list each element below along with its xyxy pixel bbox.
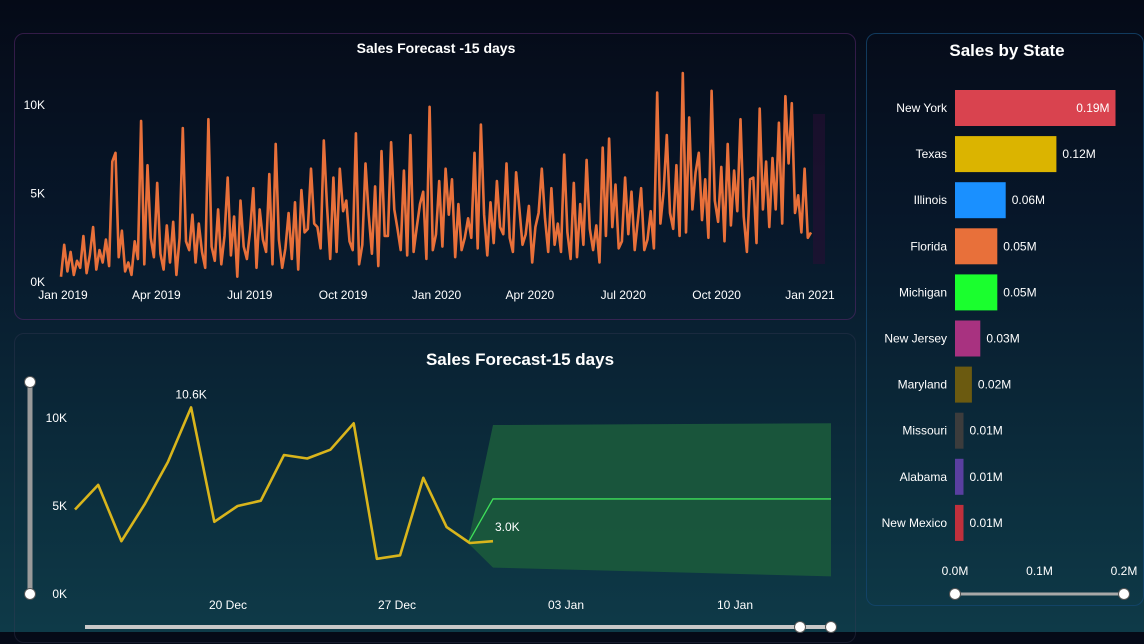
x-range-slider-handle-right[interactable] <box>825 621 837 633</box>
y-range-slider-handle-top[interactable] <box>24 376 36 388</box>
chart-title: Sales Forecast -15 days <box>357 40 516 56</box>
value-label: 0.12M <box>1062 147 1095 161</box>
y-range-slider-handle-bottom[interactable] <box>24 588 36 600</box>
x-tick-label: 0.2M <box>1111 564 1138 578</box>
state-label: Missouri <box>902 424 947 438</box>
forecast-center-line <box>467 498 831 544</box>
state-label: Illinois <box>914 193 947 207</box>
state-bar[interactable] <box>955 458 964 495</box>
value-label: 0.19M <box>1076 101 1109 115</box>
chart-title: Sales Forecast-15 days <box>426 350 614 369</box>
panel-daily-sales: Sales Forecast -15 days 0K 5K 10K Jan 2019… <box>14 33 856 320</box>
state-bar[interactable] <box>955 366 972 403</box>
x-tick-label: Apr 2020 <box>506 288 555 302</box>
x-tick-label: 0.0M <box>942 564 969 578</box>
y-tick-label: 10K <box>46 411 67 425</box>
y-tick-label: 0K <box>30 275 45 289</box>
state-label: New Jersey <box>884 332 947 346</box>
y-tick-label: 10K <box>24 98 45 112</box>
x-tick-label: Jul 2020 <box>601 288 647 302</box>
value-label: 0.05M <box>1003 285 1036 299</box>
sales-line <box>59 71 813 278</box>
value-label: 0.01M <box>969 516 1002 530</box>
state-label: Texas <box>916 147 947 161</box>
x-tick-label: Apr 2019 <box>132 288 181 302</box>
state-label: New York <box>896 101 948 115</box>
x-tick-label: Jan 2021 <box>785 288 835 302</box>
state-bar[interactable] <box>955 182 1006 219</box>
x-tick-label: 27 Dec <box>378 598 416 612</box>
x-tick-label: Jul 2019 <box>227 288 273 302</box>
state-label: Florida <box>910 239 947 253</box>
state-label: Maryland <box>898 378 947 392</box>
forecast-shade <box>813 114 825 264</box>
state-bar[interactable] <box>955 320 981 357</box>
x-tick-label: 03 Jan <box>548 598 584 612</box>
state-bar[interactable] <box>955 136 1057 173</box>
state-bar[interactable] <box>955 228 998 265</box>
value-label: 0.01M <box>969 470 1002 484</box>
value-label: 0.02M <box>978 378 1011 392</box>
panel-forecast: Sales Forecast-15 days 0K 5K 10K 20 Dec 27 … <box>14 333 856 643</box>
value-label: 0.05M <box>1003 239 1036 253</box>
value-label: 0.01M <box>969 424 1002 438</box>
state-bar[interactable] <box>955 90 1116 126</box>
value-label: 0.06M <box>1012 193 1045 207</box>
y-tick-label: 5K <box>52 499 67 513</box>
x-tick-label: Oct 2020 <box>692 288 741 302</box>
state-label: Michigan <box>899 285 947 299</box>
chart-title: Sales by State <box>949 41 1064 60</box>
value-range-slider-handle-left[interactable] <box>949 588 961 600</box>
x-range-slider-handle-left[interactable] <box>794 621 806 633</box>
x-tick-label: Jan 2019 <box>38 288 88 302</box>
state-bar[interactable] <box>955 412 964 449</box>
x-tick-label: 10 Jan <box>717 598 753 612</box>
forecast-chart: Sales Forecast-15 days 0K 5K 10K 20 Dec 27 … <box>24 350 837 633</box>
peak-annotation: 10.6K <box>175 387 206 401</box>
value-label: 0.03M <box>986 332 1019 346</box>
x-tick-label: Oct 2019 <box>319 288 368 302</box>
x-tick-label: 20 Dec <box>209 598 247 612</box>
value-range-slider-handle-right[interactable] <box>1118 588 1130 600</box>
x-tick-label: Jan 2020 <box>412 288 462 302</box>
y-tick-label: 0K <box>52 587 67 601</box>
panel-sales-by-state: Sales by State New York 0.19M Texas 0.12M Il… <box>866 33 1144 606</box>
state-label: New Mexico <box>882 516 948 530</box>
x-tick-label: 0.1M <box>1026 564 1053 578</box>
sales-by-state-chart: Sales by State New York 0.19M Texas 0.12M Il… <box>882 41 1138 600</box>
daily-sales-chart: Sales Forecast -15 days 0K 5K 10K Jan 2019… <box>24 40 835 302</box>
state-label: Alabama <box>900 470 948 484</box>
y-tick-label: 5K <box>30 187 45 201</box>
last-value-annotation: 3.0K <box>495 520 520 534</box>
state-bar[interactable] <box>955 504 964 541</box>
forecast-confidence-band <box>468 423 831 577</box>
state-bar[interactable] <box>955 274 998 311</box>
actual-sales-line <box>74 406 494 561</box>
